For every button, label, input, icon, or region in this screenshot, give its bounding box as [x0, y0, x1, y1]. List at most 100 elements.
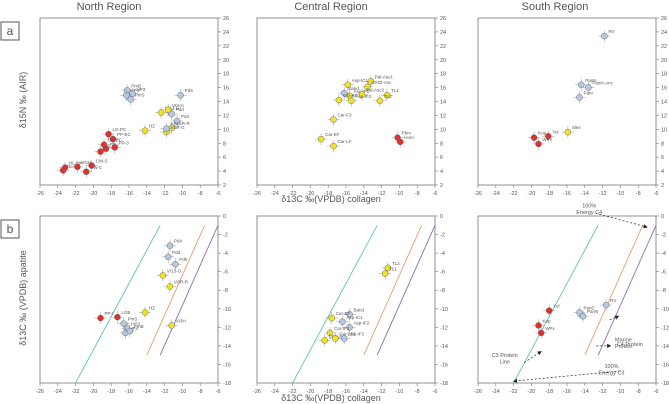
point-label-vi13-g: VI13-G — [167, 268, 182, 273]
y-tick-label: -18 — [661, 381, 669, 387]
point-label-car-f3: Car-F3 — [338, 113, 352, 118]
point-label-tl1: TL1 — [391, 88, 399, 93]
x-tick-label: -22 — [72, 389, 80, 395]
data-point-tl1 — [383, 91, 391, 99]
point-label-cw-s: CW-S — [96, 159, 108, 164]
annotation-line: Line — [499, 360, 509, 366]
x-tick-label: -22 — [289, 191, 297, 197]
data-point-kop — [535, 322, 542, 329]
point-label-hl-ef: HL-EF — [67, 163, 80, 168]
y-tick-label: 16 — [661, 86, 667, 92]
point-label-rv: RV — [610, 298, 616, 303]
point-label-pp-ii: PP-II — [105, 145, 115, 150]
panel-a-north-region: -26 -24 -22 -20 -18 -16 -14 -12 -10 -8 -6246810121… — [36, 16, 229, 197]
point-label-pal-asc1: Pal-Asc1 — [375, 74, 394, 79]
y-tick-label: -16 — [223, 362, 231, 368]
marine-protein-line — [146, 225, 206, 356]
x-tick-label: -16 — [342, 191, 350, 197]
chart-panels: -26 -24 -22 -20 -18 -16 -14 -12 -10 -8 -6246810121… — [36, 16, 669, 395]
data-point-car-f3 — [330, 116, 337, 123]
data-point-wpx — [537, 329, 545, 337]
c4-protein-line — [597, 225, 657, 356]
data-point-yul — [545, 133, 552, 140]
y-tick-label: -2 — [223, 233, 228, 239]
data-point-rv — [602, 301, 610, 309]
y-tick-label: 26 — [223, 16, 229, 22]
data-point-pann — [579, 312, 587, 320]
point-label-tl1: TL1 — [389, 267, 397, 272]
c4-protein-line — [376, 225, 436, 356]
y-tick-label: 0 — [440, 214, 443, 220]
data-point-tl1 — [381, 270, 389, 277]
column-title-central: Central Region — [294, 1, 367, 13]
x-tick-label: -20 — [89, 191, 97, 197]
y-tick-label: 18 — [223, 72, 229, 78]
y-tick-label: 2 — [661, 183, 664, 189]
y-tick-label: 10 — [223, 127, 229, 133]
point-label-car-ef: Car-EF — [336, 311, 351, 316]
data-point-pal-asc2 — [358, 91, 366, 98]
y-axis-title-b: δ13C ‰ (VPDB) apatite — [18, 250, 28, 346]
x-tick-label: -24 — [271, 389, 279, 395]
y-tick-label: 18 — [661, 72, 667, 78]
y-tick-label: 12 — [440, 113, 446, 119]
panel-b-south-region-frame — [477, 215, 657, 384]
x-axis-title-b: δ13C ‰(VPDB) collagen — [281, 393, 381, 403]
data-point-pd4 — [166, 242, 174, 249]
annotation-line: C4 Protein — [617, 342, 643, 348]
data-point-lgb — [114, 313, 121, 321]
point-label-hz: HZ — [149, 305, 155, 310]
annotation-c4-protein: C4 Protein — [617, 342, 643, 348]
c3-protein-line — [292, 225, 378, 384]
y-tick-label: 24 — [440, 30, 446, 36]
data-point-car-ef — [328, 314, 336, 322]
point-label-lg-bc: LG-BC — [108, 138, 123, 143]
y-tick-label: 16 — [223, 86, 229, 92]
point-label-vsr-r: VSR-R — [176, 121, 191, 126]
x-tick-label: -18 — [107, 191, 115, 197]
annotation-c3-protein-line: C3 Protein Line — [492, 353, 518, 366]
point-label-pdd: Pdd — [176, 107, 185, 112]
x-tick-label: -14 — [581, 191, 589, 197]
y-tick-label: -14 — [440, 344, 448, 350]
data-point-asp-if3 — [340, 335, 348, 342]
data-point-knh — [74, 163, 81, 171]
data-point-pp-3 — [111, 144, 119, 151]
point-label-hp4: HP4 — [130, 88, 139, 93]
y-tick-label: 0 — [661, 214, 664, 220]
x-tick-label: -26 — [474, 191, 482, 197]
y-tick-label: 4 — [440, 169, 443, 175]
x-tick-label: -12 — [599, 191, 607, 197]
data-point-panh-anc — [585, 84, 592, 91]
y-tick-label: 4 — [223, 169, 226, 175]
point-label-wpx: WPx — [545, 326, 555, 331]
x-tick-label: -12 — [378, 191, 386, 197]
data-point-car-lf — [330, 142, 337, 150]
point-label-knh: KNH — [81, 160, 91, 165]
data-point-kop — [530, 134, 538, 141]
y-tick-label: 14 — [661, 100, 667, 106]
point-label-lg-pc: LG-PC — [113, 127, 128, 132]
panel-a-central-region: -26 -24 -22 -20 -18 -16 -14 -12 -10 -8 -6246810121… — [253, 16, 446, 197]
panel-a-central-region-frame — [256, 17, 436, 186]
data-point-car-rf — [335, 96, 343, 104]
y-tick-label: -10 — [661, 307, 669, 313]
y-tick-label: -6 — [223, 270, 228, 276]
x-tick-label: -18 — [324, 191, 332, 197]
y-tick-label: -2 — [661, 233, 666, 239]
x-tick-label: -8 — [636, 191, 641, 197]
x-tick-label: -10 — [395, 389, 403, 395]
data-point-wpx — [535, 140, 542, 148]
panel-b-south-region: -26 -24 -22 -20 -18 -16 -14 -12 -10 -8 -6-18-16-14… — [474, 204, 669, 395]
y-tick-label: 12 — [661, 113, 667, 119]
x-tick-label: -26 — [253, 389, 261, 395]
data-point-car-if3 — [326, 329, 334, 337]
y-tick-label: -14 — [223, 344, 231, 350]
y-tick-label: -6 — [661, 270, 666, 276]
marine-protein-line — [363, 225, 423, 356]
y-tick-label: 6 — [661, 155, 664, 161]
point-label-vi13-g: VI13-G — [165, 106, 180, 111]
annotation-100-energy-c3: 100% Energy C3 — [599, 364, 625, 377]
c3-protein-line — [513, 225, 599, 384]
y-axis-title-a: δ15N ‰ (AIR) — [18, 72, 28, 129]
